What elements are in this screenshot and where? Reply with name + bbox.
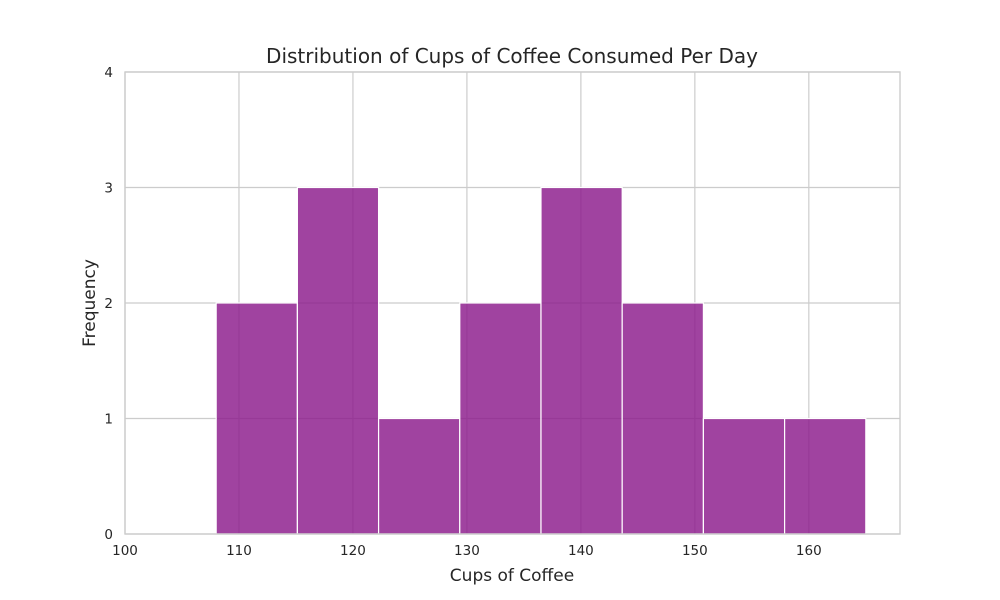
y-tick-label: 1	[104, 412, 113, 428]
x-tick-label: 160	[796, 543, 822, 559]
histogram-bar	[296, 186, 380, 535]
x-axis-ticks: 100 110 120 130 140 150 160	[112, 543, 822, 559]
histogram-bar	[377, 417, 461, 535]
chart-title: Distribution of Cups of Coffee Consumed …	[266, 44, 758, 68]
histogram-bars	[215, 186, 867, 535]
y-tick-label: 2	[104, 296, 113, 312]
x-tick-label: 130	[454, 543, 480, 559]
y-tick-label: 3	[104, 181, 113, 197]
histogram-bar	[459, 302, 542, 535]
x-axis-label: Cups of Coffee	[450, 566, 574, 586]
x-tick-label: 150	[682, 543, 708, 559]
histogram-bar	[540, 186, 623, 535]
x-tick-label: 120	[340, 543, 366, 559]
x-tick-label: 140	[568, 543, 594, 559]
x-tick-label: 110	[226, 543, 252, 559]
plot-frame	[124, 71, 901, 535]
y-tick-label: 4	[104, 65, 113, 81]
histogram-bar	[784, 417, 867, 535]
histogram-bar	[621, 302, 705, 535]
x-tick-label: 100	[112, 543, 138, 559]
y-axis-ticks: 0 1 2 3 4	[104, 65, 113, 543]
y-tick-label: 0	[104, 527, 113, 543]
histogram-bar	[215, 302, 298, 535]
histogram-bar	[702, 417, 786, 535]
y-axis-label: Frequency	[80, 259, 100, 347]
